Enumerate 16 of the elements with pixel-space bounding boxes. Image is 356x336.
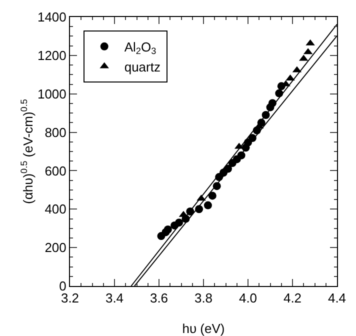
y-tick-label: 1400 [37, 10, 66, 25]
y-tick-label: 1200 [37, 48, 66, 63]
legend-label: quartz [124, 59, 160, 74]
y-tick-label: 400 [44, 202, 66, 217]
x-tick-label: 3.8 [194, 290, 213, 306]
y-tick-label: 800 [44, 124, 66, 140]
y-tick-label: 600 [44, 163, 66, 178]
x-tick-label: 4.4 [328, 290, 346, 306]
x-tick-label: 3.6 [150, 290, 168, 306]
y-tick-label: 200 [44, 240, 66, 256]
y-tick-label: 1000 [37, 86, 66, 102]
x-tick-label: 4.0 [238, 290, 258, 306]
x-axis-title: hυ (eV) [182, 321, 225, 336]
x-tick-label: 4.2 [283, 290, 302, 306]
legend-label: Al$_{2}$O$_{3}$ [124, 39, 156, 56]
x-tick-label: 3.4 [105, 290, 124, 306]
